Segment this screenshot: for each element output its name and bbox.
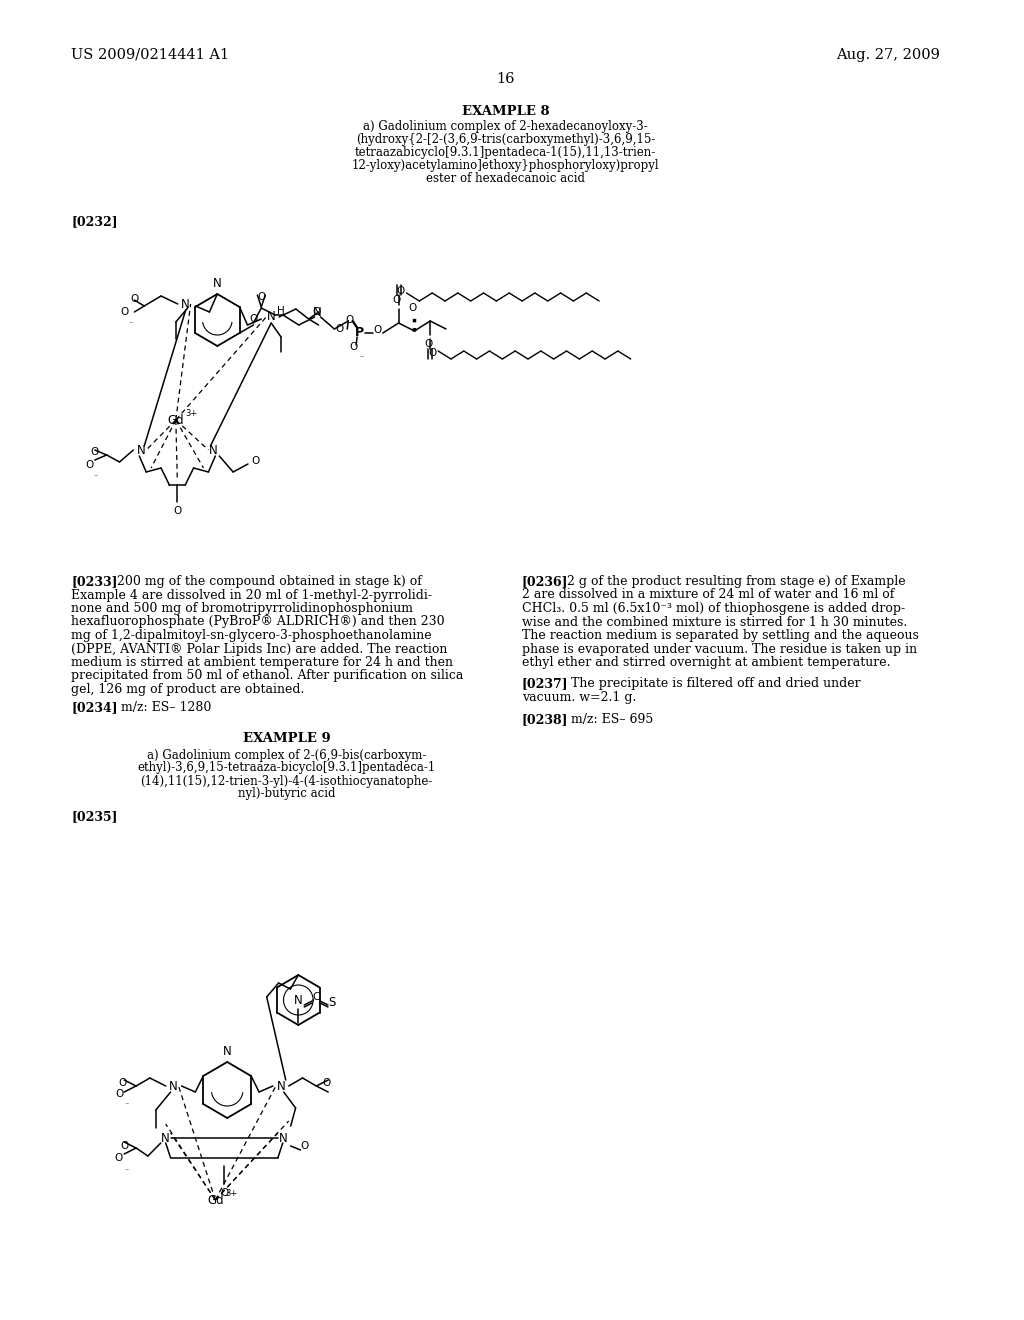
Text: vacuum. w=2.1 g.: vacuum. w=2.1 g.	[521, 692, 636, 705]
Text: N: N	[276, 1080, 285, 1093]
Text: ⁻: ⁻	[124, 1166, 129, 1175]
Text: 3+: 3+	[185, 408, 198, 417]
Text: S: S	[328, 997, 335, 1010]
Text: Aug. 27, 2009: Aug. 27, 2009	[837, 48, 940, 62]
Text: O: O	[220, 1188, 228, 1199]
Text: ethyl ether and stirred overnight at ambient temperature.: ethyl ether and stirred overnight at amb…	[521, 656, 890, 669]
Text: C: C	[312, 993, 319, 1002]
Text: tetraazabicyclo[9.3.1]pentadeca-1(15),11,13-trien-: tetraazabicyclo[9.3.1]pentadeca-1(15),11…	[355, 147, 656, 158]
Text: EXAMPLE 8: EXAMPLE 8	[462, 106, 550, 117]
Text: O: O	[349, 342, 357, 352]
Text: wise and the combined mixture is stirred for 1 h 30 minutes.: wise and the combined mixture is stirred…	[521, 615, 907, 628]
Text: 16: 16	[497, 73, 515, 86]
Text: H: H	[278, 306, 285, 315]
Text: O: O	[428, 348, 436, 358]
Text: 2 g of the product resulting from stage e) of Example: 2 g of the product resulting from stage …	[559, 576, 906, 587]
Text: medium is stirred at ambient temperature for 24 h and then: medium is stirred at ambient temperature…	[71, 656, 454, 669]
Text: O: O	[120, 1140, 128, 1151]
Text: precipitated from 50 ml of ethanol. After purification on silica: precipitated from 50 ml of ethanol. Afte…	[71, 669, 464, 682]
Text: O: O	[115, 1089, 124, 1100]
Text: N: N	[169, 1080, 178, 1093]
Text: (14),11(15),12-trien-3-yl)-4-(4-isothiocyanatophe-: (14),11(15),12-trien-3-yl)-4-(4-isothioc…	[140, 775, 433, 788]
Text: N: N	[312, 306, 322, 319]
Text: N: N	[209, 444, 218, 457]
Text: 12-yloxy)acetylamino]ethoxy}phosphoryloxy)propyl: 12-yloxy)acetylamino]ethoxy}phosphorylox…	[352, 158, 659, 172]
Text: EXAMPLE 9: EXAMPLE 9	[243, 731, 331, 744]
Text: O: O	[300, 1140, 309, 1151]
Text: N: N	[279, 1131, 287, 1144]
Text: [0238]: [0238]	[521, 714, 568, 726]
Text: 3+: 3+	[225, 1188, 238, 1197]
Text: Gd: Gd	[168, 413, 184, 426]
Text: ⁻: ⁻	[128, 319, 132, 327]
Text: ⁻: ⁻	[93, 473, 98, 480]
Text: [0234]: [0234]	[71, 701, 118, 714]
Text: [0232]: [0232]	[71, 215, 118, 228]
Text: N: N	[267, 310, 275, 323]
Text: N: N	[137, 444, 145, 457]
Text: O: O	[91, 447, 99, 457]
Text: O: O	[373, 325, 381, 335]
Text: (hydroxy{2-[2-(3,6,9-tris(carboxymethyl)-3,6,9,15-: (hydroxy{2-[2-(3,6,9-tris(carboxymethyl)…	[356, 133, 655, 147]
Text: The reaction medium is separated by settling and the aqueous: The reaction medium is separated by sett…	[521, 630, 919, 642]
Text: [0233]: [0233]	[71, 576, 118, 587]
Text: Example 4 are dissolved in 20 ml of 1-methyl-2-pyrrolidi-: Example 4 are dissolved in 20 ml of 1-me…	[71, 589, 432, 602]
Text: phase is evaporated under vacuum. The residue is taken up in: phase is evaporated under vacuum. The re…	[521, 643, 916, 656]
Text: O: O	[249, 314, 257, 323]
Text: O: O	[118, 1078, 126, 1088]
Text: O: O	[86, 459, 94, 470]
Text: nyl)-butyric acid: nyl)-butyric acid	[238, 788, 335, 800]
Text: mg of 1,2-dipalmitoyl-sn-glycero-3-phosphoethanolamine: mg of 1,2-dipalmitoyl-sn-glycero-3-phosp…	[71, 630, 432, 642]
Text: O: O	[312, 308, 321, 317]
Text: N: N	[223, 1045, 231, 1059]
Text: N: N	[181, 297, 190, 310]
Text: O: O	[173, 506, 181, 516]
Text: O: O	[409, 304, 417, 313]
Text: 200 mg of the compound obtained in stage k) of: 200 mg of the compound obtained in stage…	[109, 576, 422, 587]
Text: ⁻: ⁻	[359, 352, 364, 362]
Text: 2 are dissolved in a mixture of 24 ml of water and 16 ml of: 2 are dissolved in a mixture of 24 ml of…	[521, 589, 894, 602]
Text: [0237]: [0237]	[521, 677, 568, 690]
Text: ⁻: ⁻	[124, 1100, 129, 1109]
Text: Gd: Gd	[207, 1193, 223, 1206]
Text: N: N	[162, 1131, 170, 1144]
Text: The precipitate is filtered off and dried under: The precipitate is filtered off and drie…	[559, 677, 861, 690]
Text: [0235]: [0235]	[71, 810, 118, 824]
Text: P: P	[354, 326, 364, 339]
Text: O: O	[121, 308, 129, 317]
Text: gel, 126 mg of product are obtained.: gel, 126 mg of product are obtained.	[71, 682, 304, 696]
Text: O: O	[424, 339, 432, 348]
Text: hexafluorophosphate (PyBroP® ALDRICH®) and then 230: hexafluorophosphate (PyBroP® ALDRICH®) a…	[71, 615, 444, 628]
Text: [0236]: [0236]	[521, 576, 568, 587]
Text: O: O	[335, 323, 343, 334]
Text: O: O	[251, 455, 259, 466]
Text: CHCl₃. 0.5 ml (6.5x10⁻³ mol) of thiophosgene is added drop-: CHCl₃. 0.5 ml (6.5x10⁻³ mol) of thiophos…	[521, 602, 904, 615]
Text: m/z: ES– 695: m/z: ES– 695	[559, 714, 653, 726]
Text: ester of hexadecanoic acid: ester of hexadecanoic acid	[426, 172, 586, 185]
Text: (DPPE, AVANTI® Polar Lipids Inc) are added. The reaction: (DPPE, AVANTI® Polar Lipids Inc) are add…	[71, 643, 447, 656]
Text: N: N	[213, 277, 221, 290]
Text: O: O	[323, 1078, 331, 1088]
Text: O: O	[396, 286, 404, 296]
Text: a) Gadolinium complex of 2-hexadecanoyloxy-3-: a) Gadolinium complex of 2-hexadecanoylo…	[364, 120, 648, 133]
Text: ethyl)-3,6,9,15-tetraaza-bicyclo[9.3.1]pentadeca-1: ethyl)-3,6,9,15-tetraaza-bicyclo[9.3.1]p…	[137, 762, 435, 775]
Text: none and 500 mg of bromotripyrrolidinophosphonium: none and 500 mg of bromotripyrrolidinoph…	[71, 602, 413, 615]
Text: O: O	[114, 1152, 123, 1163]
Text: m/z: ES– 1280: m/z: ES– 1280	[109, 701, 211, 714]
Text: O: O	[345, 315, 353, 325]
Text: O: O	[130, 294, 138, 304]
Text: US 2009/0214441 A1: US 2009/0214441 A1	[71, 48, 229, 62]
Text: O: O	[257, 292, 265, 302]
Text: N: N	[294, 994, 303, 1007]
Text: O: O	[392, 294, 400, 305]
Text: a) Gadolinium complex of 2-(6,9-bis(carboxym-: a) Gadolinium complex of 2-(6,9-bis(carb…	[146, 748, 426, 762]
